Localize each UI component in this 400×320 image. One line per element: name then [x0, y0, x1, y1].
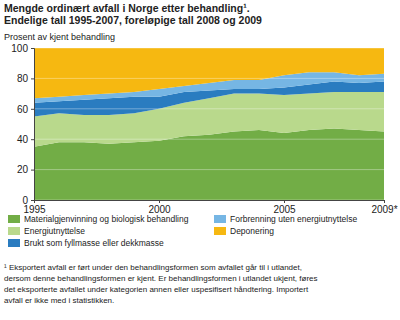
- x-tick: 2009*: [371, 200, 397, 215]
- subtitle: Endelige tall 1995-2007, foreløpige tall…: [4, 14, 262, 26]
- legend-label: Brukt som fyllmasse eller dekkmasse: [24, 238, 164, 248]
- footnote: ¹ Eksportert avfall er ført under den be…: [4, 263, 318, 305]
- y-tick: 60: [17, 104, 34, 115]
- y-tick-mark: [31, 78, 34, 79]
- y-tick: 40: [17, 134, 34, 145]
- area-series: [34, 48, 384, 98]
- legend-swatch: [214, 227, 226, 235]
- footnote-line: det eksporterte avfallet under kategorie…: [4, 285, 309, 294]
- x-tick: 2000: [148, 200, 171, 215]
- y-tick-mark: [31, 109, 34, 110]
- chart: Mengde ordinært avfall i Norge etter beh…: [0, 0, 400, 320]
- footnote-line: ¹ Eksportert avfall er ført under den be…: [4, 263, 302, 272]
- y-tick-label: 80: [17, 73, 29, 84]
- grid: [34, 48, 384, 200]
- y-tick: 20: [17, 164, 34, 175]
- legend-swatch: [214, 215, 226, 223]
- legend-label: Forbrenning uten energiutnyttelse: [230, 214, 357, 224]
- y-tick: 80: [17, 73, 34, 84]
- x-tick-mark: [159, 200, 160, 203]
- y-axis-title: Prosent av kjent behandling: [4, 32, 115, 42]
- area-series: [34, 129, 384, 200]
- x-tick-mark: [284, 200, 285, 203]
- x-axis: 1995 2000 2005 2009*: [23, 200, 397, 215]
- legend-swatch: [8, 227, 20, 235]
- y-tick-label: 40: [17, 134, 29, 145]
- footnote-line: dersom denne behandlingsformen er kjent.…: [4, 274, 318, 283]
- legend-label: Deponering: [230, 226, 274, 236]
- grid-line: [34, 169, 384, 170]
- y-tick-mark: [31, 170, 34, 171]
- legend: Materialgjenvinning og biologisk behandl…: [8, 214, 357, 248]
- grid-line: [34, 139, 384, 140]
- x-tick: 1995: [23, 200, 46, 215]
- grid-line: [34, 48, 384, 49]
- y-tick-mark: [31, 139, 34, 140]
- legend-label: Materialgjenvinning og biologisk behandl…: [24, 214, 189, 224]
- y-axis: 020406080100: [11, 43, 34, 206]
- legend-swatch: [8, 215, 20, 223]
- y-tick-mark: [31, 200, 34, 201]
- y-tick-label: 20: [17, 164, 29, 175]
- y-tick-label: 100: [11, 43, 28, 54]
- legend-swatch: [8, 239, 20, 247]
- footnote-line: avfall er ikke med i statistikken.: [4, 296, 114, 305]
- grid-line: [34, 78, 384, 79]
- y-tick-label: 60: [17, 104, 29, 115]
- title: Mengde ordinært avfall i Norge etter beh…: [4, 2, 250, 14]
- x-axis-line: [35, 201, 385, 204]
- x-tick-mark: [384, 200, 385, 203]
- x-tick: 2005: [273, 200, 296, 215]
- x-tick-label: 2009*: [371, 204, 397, 215]
- y-axis-line: [31, 49, 35, 201]
- legend-label: Energiutnyttelse: [24, 226, 85, 236]
- plot-area: [34, 48, 384, 200]
- x-tick-mark: [34, 200, 35, 203]
- y-tick-mark: [31, 48, 34, 49]
- y-tick: 100: [11, 43, 34, 54]
- grid-line: [34, 108, 384, 109]
